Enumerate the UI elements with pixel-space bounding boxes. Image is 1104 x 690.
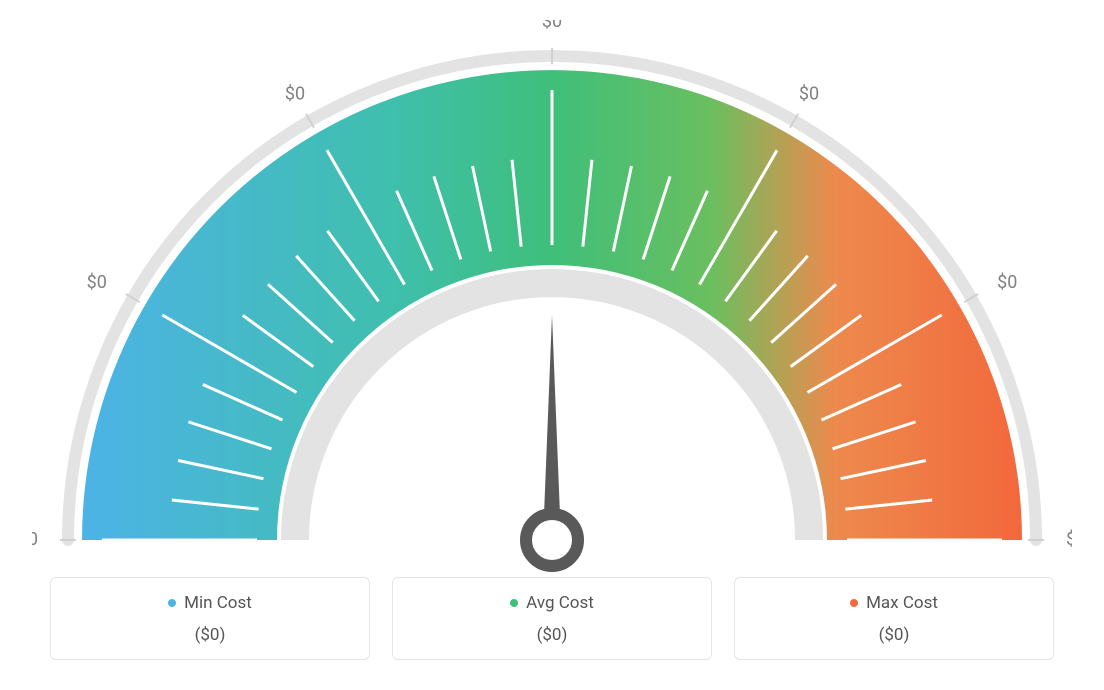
legend-min-title: Min Cost (168, 593, 252, 613)
svg-text:$0: $0 (285, 84, 305, 105)
legend-max-label: Max Cost (866, 593, 938, 613)
svg-text:$0: $0 (1066, 529, 1072, 550)
legend-min-value: ($0) (51, 625, 369, 645)
legend-max-dot-icon (850, 599, 858, 607)
legend-row: Min Cost ($0) Avg Cost ($0) Max Cost ($0… (50, 577, 1054, 660)
legend-max-title: Max Cost (850, 593, 938, 613)
legend-min-dot-icon (168, 599, 176, 607)
cost-gauge-container: $0 $0 $0 $0 $0 $0 $0 Min Cost ($0) Avg Cost ($… (0, 0, 1104, 690)
svg-text:$0: $0 (997, 272, 1017, 293)
svg-text:$0: $0 (87, 272, 107, 293)
legend-card-min: Min Cost ($0) (50, 577, 370, 660)
legend-max-value: ($0) (735, 625, 1053, 645)
legend-card-max: Max Cost ($0) (734, 577, 1054, 660)
legend-avg-label: Avg Cost (526, 593, 594, 613)
gauge-chart: $0 $0 $0 $0 $0 $0 $0 (32, 20, 1072, 560)
legend-avg-title: Avg Cost (510, 593, 594, 613)
legend-avg-value: ($0) (393, 625, 711, 645)
legend-min-label: Min Cost (184, 593, 252, 613)
svg-text:$0: $0 (32, 529, 38, 550)
svg-text:$0: $0 (799, 84, 819, 105)
legend-card-avg: Avg Cost ($0) (392, 577, 712, 660)
legend-avg-dot-icon (510, 599, 518, 607)
svg-text:$0: $0 (542, 20, 562, 32)
